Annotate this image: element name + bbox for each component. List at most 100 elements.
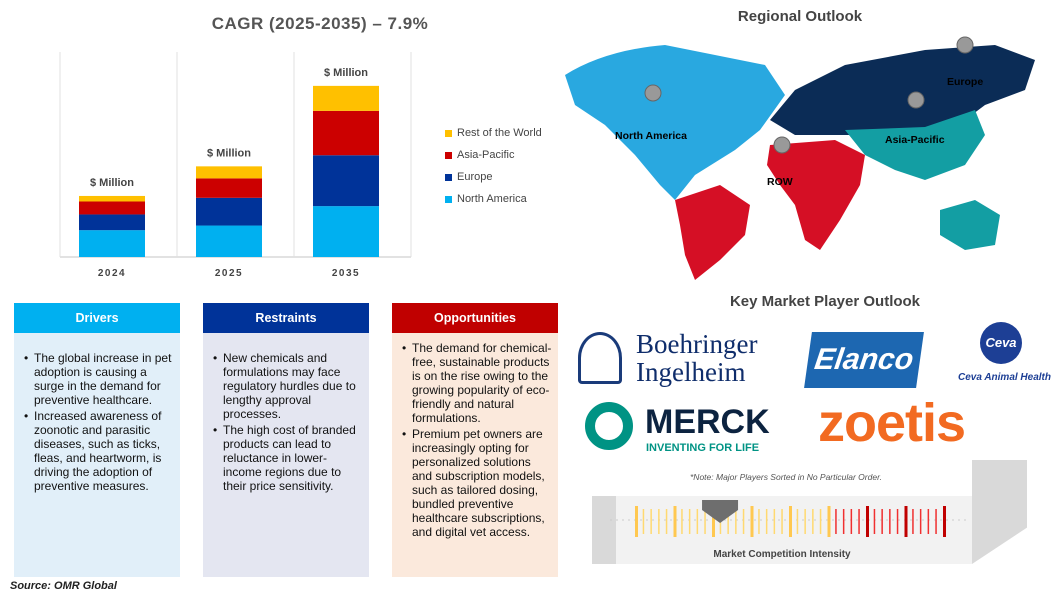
legend-swatch bbox=[445, 195, 452, 203]
scale-tick bbox=[696, 509, 699, 534]
legend-label: Rest of the World bbox=[457, 127, 542, 139]
merck-tagline: INVENTING FOR LIFE bbox=[646, 442, 760, 454]
bar-north-america-2024 bbox=[79, 230, 145, 257]
legend-label: North America bbox=[457, 193, 527, 205]
restraints-box: Restraints New chemicals and formulation… bbox=[203, 303, 369, 577]
scale-tick bbox=[904, 506, 908, 537]
map-pins bbox=[644, 36, 974, 154]
scale-tick bbox=[927, 509, 930, 534]
scale-tick bbox=[912, 509, 914, 534]
legend-item: Rest of the World bbox=[445, 122, 542, 144]
drivers-box: Drivers The global increase in pet adopt… bbox=[14, 303, 180, 577]
scale-tick bbox=[727, 509, 729, 534]
scale-tick bbox=[858, 509, 860, 534]
map-asia-pacific bbox=[845, 110, 985, 180]
label-north-america: North America bbox=[615, 130, 687, 142]
scale-tick bbox=[681, 509, 683, 534]
scale-tick bbox=[765, 509, 768, 534]
scale-tick bbox=[796, 509, 799, 534]
scale-tick bbox=[665, 509, 668, 534]
opportunity-item: The demand for chemical-free, sustainabl… bbox=[402, 341, 552, 425]
legend-swatch bbox=[445, 173, 452, 181]
scale-tick bbox=[819, 509, 822, 534]
scale-tick bbox=[866, 506, 869, 537]
chart-legend: Rest of the World Asia-Pacific Europe North… bbox=[445, 122, 542, 210]
bar-total-label: $ Million bbox=[207, 147, 251, 159]
scale-tick bbox=[873, 509, 876, 534]
competition-panel-right-cap bbox=[972, 460, 1027, 564]
merck-logo-icon bbox=[585, 402, 633, 450]
scale-tick bbox=[642, 509, 645, 534]
players-note: *Note: Major Players Sorted in No Partic… bbox=[690, 472, 882, 482]
label-europe: Europe bbox=[947, 76, 983, 88]
restraints-header: Restraints bbox=[203, 303, 369, 333]
scale-tick bbox=[889, 509, 891, 534]
scale-tick bbox=[835, 509, 837, 534]
bar-europe-2025 bbox=[196, 197, 262, 226]
bar-total-label: $ Million bbox=[90, 177, 134, 189]
label-row: ROW bbox=[767, 176, 793, 188]
map-australia bbox=[940, 200, 1000, 250]
driver-item: The global increase in pet adoption is c… bbox=[24, 351, 174, 407]
legend-item: North America bbox=[445, 188, 542, 210]
ceva-logo-text: Ceva Animal Health bbox=[958, 372, 1051, 383]
restraint-item: The high cost of branded products can le… bbox=[213, 423, 363, 493]
stacked-bar-chart: $ Million 2024 $ Million 2025 $ Million 2035 bbox=[59, 52, 412, 279]
scale-tick bbox=[881, 509, 883, 534]
regional-outlook-title: Regional Outlook bbox=[737, 8, 863, 25]
chart-title: CAGR (2025-2035) – 7.9% bbox=[211, 14, 429, 33]
bar-north-america-2035 bbox=[313, 206, 379, 257]
scale-tick bbox=[943, 506, 946, 537]
legend-swatch bbox=[445, 151, 452, 159]
key-players-title: Key Market Player Outlook bbox=[729, 293, 921, 310]
opportunities-header: Opportunities bbox=[392, 303, 558, 333]
scale-tick bbox=[673, 506, 677, 537]
merck-logo: MERCK bbox=[645, 403, 770, 441]
scale-tick bbox=[896, 509, 899, 534]
x-tick-label: 2035 bbox=[332, 268, 360, 279]
bar-asia-pacific-2025 bbox=[196, 178, 262, 198]
scale-tick bbox=[919, 509, 922, 534]
bar-rest-of-the-world-2025 bbox=[196, 166, 262, 179]
map-africa bbox=[767, 140, 865, 250]
scale-tick bbox=[635, 506, 638, 537]
scale-tick bbox=[650, 509, 652, 534]
map-south-america bbox=[675, 185, 750, 280]
boehringer-logo: Boehringer Ingelheim bbox=[636, 329, 758, 387]
scale-tick bbox=[712, 506, 715, 537]
boehringer-logo-icon bbox=[578, 332, 622, 384]
competition-intensity-scale bbox=[610, 500, 970, 537]
legend-label: Europe bbox=[457, 171, 493, 183]
scale-tick bbox=[735, 509, 737, 534]
bar-north-america-2025 bbox=[196, 225, 262, 257]
opportunities-box: Opportunities The demand for chemical-fr… bbox=[392, 303, 558, 577]
scale-tick bbox=[758, 509, 760, 534]
bar-rest-of-the-world-2024 bbox=[79, 195, 145, 202]
scale-tick bbox=[781, 509, 783, 534]
map-europe-asia bbox=[770, 45, 1035, 135]
world-map: North America Europe Asia-Pacific ROW bbox=[565, 36, 1035, 280]
legend-item: Europe bbox=[445, 166, 542, 188]
driver-item: Increased awareness of zoonotic and para… bbox=[24, 409, 174, 493]
scale-tick bbox=[935, 509, 937, 534]
legend-item: Asia-Pacific bbox=[445, 144, 542, 166]
scale-tick bbox=[658, 509, 660, 534]
restraint-item: New chemicals and formulations may face … bbox=[213, 351, 363, 421]
scale-tick bbox=[742, 509, 745, 534]
x-tick-label: 2025 bbox=[215, 268, 243, 279]
x-tick-label: 2024 bbox=[98, 268, 126, 279]
label-asia-pacific: Asia-Pacific bbox=[885, 134, 945, 146]
drivers-header: Drivers bbox=[14, 303, 180, 333]
scale-tick bbox=[804, 509, 806, 534]
scale-tick bbox=[750, 506, 754, 537]
scale-tick bbox=[789, 506, 792, 537]
map-north-america bbox=[565, 45, 785, 200]
scale-tick bbox=[850, 509, 853, 534]
bar-europe-2035 bbox=[313, 155, 379, 207]
competition-panel-left-cap bbox=[592, 496, 616, 564]
bar-rest-of-the-world-2035 bbox=[313, 85, 379, 111]
elanco-logo: Elanco bbox=[804, 332, 924, 388]
scale-tick bbox=[704, 509, 706, 534]
competition-label: Market Competition Intensity bbox=[713, 549, 851, 560]
scale-tick bbox=[842, 509, 845, 534]
